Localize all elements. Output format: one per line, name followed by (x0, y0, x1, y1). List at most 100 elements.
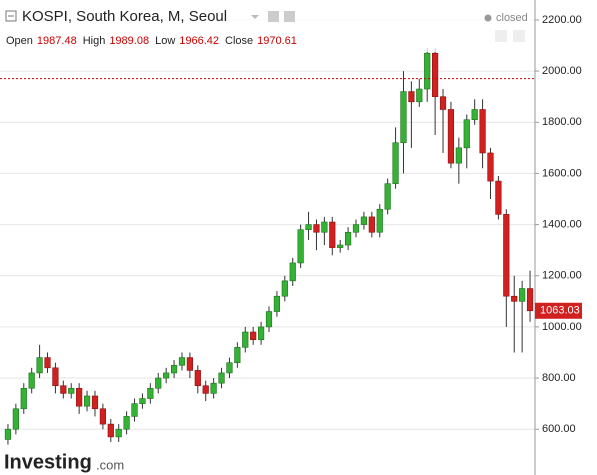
y-tick-label: 800.00 (542, 372, 576, 384)
candle-body (170, 364, 178, 374)
candle-body (265, 311, 273, 328)
candle-body (273, 295, 281, 312)
candle-body (345, 231, 352, 246)
candle-body (463, 119, 470, 149)
candle-body (479, 109, 486, 154)
legend-value: 1966.42 (179, 35, 219, 47)
candle-body (526, 288, 534, 312)
legend-label: Open (6, 35, 33, 47)
candle-body (234, 347, 241, 364)
candle-body (392, 142, 399, 184)
legend-label: Close (225, 35, 253, 47)
plot-area (0, 48, 535, 445)
logo-suffix: .com (96, 457, 124, 472)
candle-body (52, 367, 59, 387)
candle-body (400, 91, 407, 144)
y-tick-label: 2200.00 (542, 14, 582, 26)
candle-body (178, 357, 186, 366)
candle-body (511, 295, 518, 302)
candle-body (186, 357, 193, 371)
y-tick-label: 600.00 (542, 423, 576, 435)
candle-body (313, 224, 320, 233)
candle-body (471, 109, 478, 121)
last-price-box (535, 302, 582, 319)
y-tick-label: 1000.00 (542, 321, 582, 333)
candle-body (91, 395, 99, 410)
candle-body (305, 224, 312, 230)
dropdown-icon[interactable] (251, 15, 259, 19)
icon (513, 30, 525, 42)
legend-label: Low (155, 35, 175, 47)
candle-body (163, 372, 170, 379)
close-icon[interactable] (284, 11, 295, 22)
candle-body (289, 262, 296, 282)
y-axis: 600.00 800.00 1000.00 1200.00 1400.00 1600.00… (535, 14, 582, 435)
candle-body (281, 280, 288, 297)
candle-body (368, 216, 375, 233)
candle-body (139, 398, 146, 404)
candle-body (115, 428, 122, 438)
candle-body (408, 91, 415, 103)
chart-title: KOSPI, South Korea, M, Seoul (22, 8, 227, 25)
candle-body (99, 408, 106, 425)
candle-body (360, 216, 368, 225)
candle-body (226, 362, 233, 374)
candle-body (297, 229, 304, 264)
candle-body (4, 428, 12, 440)
candle-body (495, 180, 502, 215)
candle-body (487, 152, 494, 182)
candle-body (210, 382, 217, 394)
candle-body (60, 385, 67, 394)
candle-body (416, 88, 423, 103)
candle-body (155, 377, 162, 389)
legend-value: 1970.61 (257, 35, 297, 47)
candle-body (424, 52, 431, 90)
y-tick-label: 2000.00 (542, 65, 582, 77)
candle-body (44, 357, 51, 369)
candle-body (28, 372, 35, 389)
candle-body (329, 221, 336, 248)
candle-body (432, 52, 439, 97)
candle-body (68, 387, 75, 394)
candle-body (83, 395, 91, 407)
candle-body (242, 331, 249, 348)
y-tick-label: 1400.00 (542, 218, 582, 230)
candle-body (20, 387, 27, 410)
candle-body (321, 221, 328, 233)
candle-body (123, 416, 130, 430)
header-bg (0, 0, 534, 52)
legend-value: 1989.08 (109, 35, 149, 47)
collapse-icon[interactable] (5, 10, 17, 22)
candle-body (12, 408, 19, 430)
logo-bg (0, 452, 140, 475)
candle-body (376, 208, 383, 233)
legend-label: High (83, 35, 106, 47)
settings-icon[interactable] (268, 11, 279, 22)
candle-body (107, 423, 114, 438)
status-dot (484, 14, 492, 22)
candle-body (147, 387, 154, 399)
candle-body (250, 331, 257, 340)
candle-body (439, 96, 447, 110)
logo-brand: Investing (4, 451, 92, 473)
candle-body (194, 370, 201, 387)
candle-body (257, 326, 265, 340)
candle-body (503, 214, 510, 297)
y-tick-label: 1200.00 (542, 270, 582, 282)
candle-body (337, 244, 344, 248)
candle-body (202, 385, 209, 394)
legend-value: 1987.48 (37, 35, 77, 47)
candle-body (352, 224, 360, 233)
y-tick-label: 1600.00 (542, 167, 582, 179)
candle-body (519, 288, 526, 302)
ohlc-legend: Open 1987.48 High 1989.08 Low 1966.42 Close 197… (6, 35, 297, 47)
candle-body (218, 372, 225, 384)
candle-body (76, 387, 83, 407)
candle-body (384, 183, 391, 210)
last-price-label: 1063.03 (540, 305, 580, 317)
candle-body (36, 357, 43, 374)
candle-body (447, 109, 455, 164)
candle-body (131, 403, 138, 417)
y-tick-label: 1800.00 (542, 116, 582, 128)
